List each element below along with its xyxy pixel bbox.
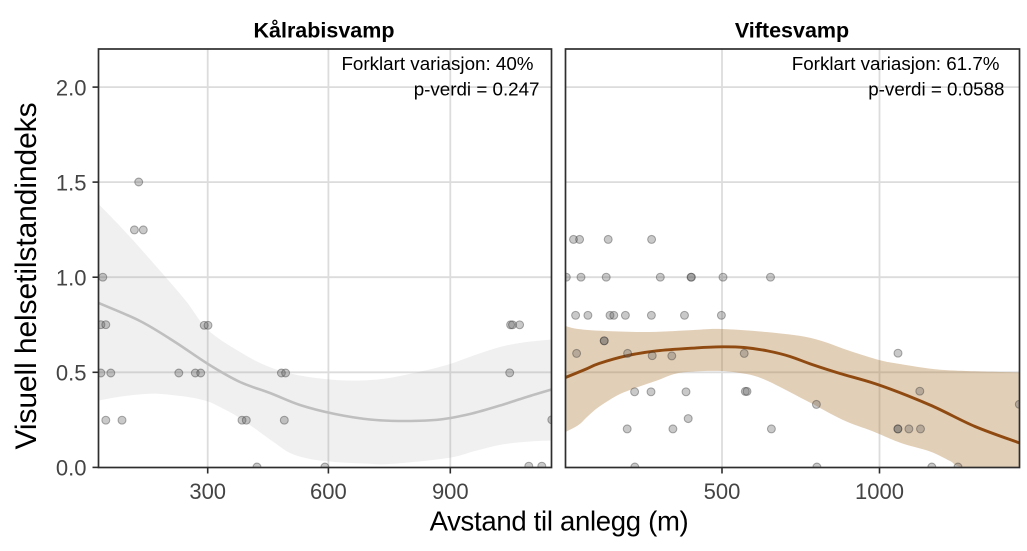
svg-text:2.0: 2.0 <box>56 75 87 100</box>
svg-text:Forklart variasjon: 40%: Forklart variasjon: 40% <box>341 53 533 74</box>
svg-text:900: 900 <box>432 479 469 504</box>
svg-text:Forklart variasjon: 61.7%: Forklart variasjon: 61.7% <box>792 53 1000 74</box>
svg-text:Viftesvamp: Viftesvamp <box>735 18 849 42</box>
svg-text:p-verdi = 0.0588: p-verdi = 0.0588 <box>868 79 1004 100</box>
svg-text:600: 600 <box>310 479 347 504</box>
svg-text:500: 500 <box>704 479 741 504</box>
svg-text:Avstand til anlegg (m): Avstand til anlegg (m) <box>430 506 689 537</box>
svg-text:1000: 1000 <box>855 479 904 504</box>
svg-text:1.0: 1.0 <box>56 265 87 290</box>
svg-text:1.5: 1.5 <box>56 170 87 195</box>
svg-text:p-verdi = 0.247: p-verdi = 0.247 <box>414 79 540 100</box>
svg-text:300: 300 <box>189 479 226 504</box>
svg-text:Visuell helsetilstandindeks: Visuell helsetilstandindeks <box>10 103 43 450</box>
svg-text:0.0: 0.0 <box>56 456 87 481</box>
svg-text:Kålrabisvamp: Kålrabisvamp <box>253 18 394 42</box>
svg-text:0.5: 0.5 <box>56 361 87 386</box>
